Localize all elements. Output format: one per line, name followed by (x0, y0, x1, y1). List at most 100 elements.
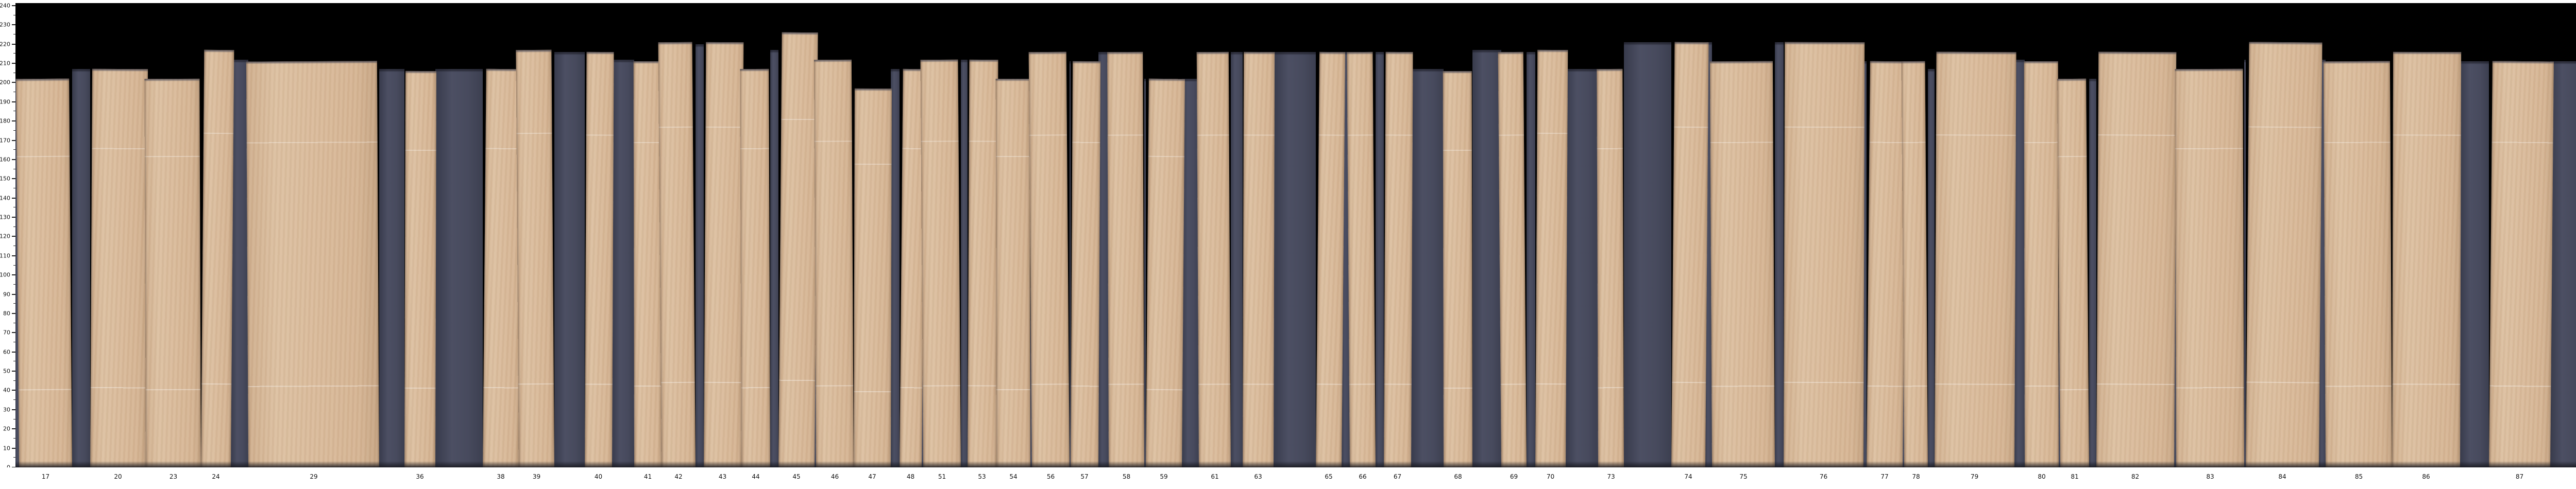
y-axis-tick (12, 5, 15, 6)
y-axis-tick (13, 265, 15, 266)
y-axis-tick (13, 457, 15, 458)
y-axis-tick (12, 447, 15, 449)
y-axis-tick (13, 303, 15, 304)
y-tick-label: 80 (3, 310, 10, 317)
book-spine-bar (16, 78, 72, 467)
y-tick-label: 120 (0, 233, 10, 240)
x-tick-label: 47 (868, 473, 876, 480)
x-tick-label: 38 (497, 473, 505, 480)
x-tick-label: 44 (752, 473, 760, 480)
y-axis-tick (13, 226, 15, 227)
y-axis-tick (13, 284, 15, 285)
x-tick-label: 76 (1819, 473, 1828, 480)
y-axis-tick (12, 332, 15, 334)
y-tick-label: 180 (0, 117, 10, 125)
book-spine-bar (1901, 61, 1928, 467)
x-tick-label: 42 (674, 473, 683, 480)
shelf-gap (1928, 69, 1935, 467)
y-tick-label: 240 (0, 2, 10, 9)
y-axis-tick (12, 255, 15, 256)
x-tick-label: 57 (1080, 473, 1089, 480)
shelf-gap (379, 69, 404, 467)
book-spine-bar (2489, 61, 2554, 467)
y-tick-label: 210 (0, 60, 10, 67)
y-axis-tick (12, 159, 15, 160)
x-tick-label: 20 (114, 473, 122, 480)
y-tick-label: 90 (3, 291, 10, 298)
x-tick-label: 65 (1325, 473, 1333, 480)
book-spine-bar (854, 88, 892, 467)
y-axis-tick (12, 312, 15, 314)
y-axis-tick (13, 53, 15, 54)
shelf-gap (1411, 69, 1444, 467)
shelf-gap (1144, 78, 1146, 467)
x-tick-label: 80 (2038, 473, 2046, 480)
book-spine-bar (1597, 69, 1624, 467)
y-tick-label: 200 (0, 79, 10, 86)
x-tick-label: 24 (212, 473, 220, 480)
y-axis-tick (12, 390, 15, 391)
shelf-gap (2460, 61, 2489, 467)
y-axis-tick (12, 139, 15, 141)
y-axis-tick (13, 418, 15, 420)
shelf-gap (1863, 61, 1867, 467)
y-axis-tick (13, 130, 15, 131)
y-axis-tick (12, 63, 15, 64)
y-axis: 0102030405060708090100110120130140150160… (0, 2, 15, 470)
x-tick-label: 87 (2515, 473, 2524, 480)
y-tick-label: 50 (3, 368, 10, 375)
y-axis-tick (12, 101, 15, 102)
shelf-gap (1376, 51, 1384, 467)
book-spine-bar (1867, 61, 1906, 467)
y-tick-label: 70 (3, 329, 10, 336)
y-axis-tick (12, 236, 15, 237)
shelf-gap (961, 59, 968, 467)
x-tick-label: 61 (1211, 473, 1219, 480)
book-spine-bar (1384, 51, 1413, 467)
shelf-gap (1527, 51, 1535, 467)
y-axis-tick (12, 43, 15, 45)
book-spine-bar (1784, 42, 1865, 467)
x-tick-label: 67 (1393, 473, 1402, 480)
book-spine-bar (740, 69, 770, 467)
x-tick-label: 70 (1546, 473, 1555, 480)
y-axis-tick (12, 371, 15, 372)
book-spine-bar (90, 68, 148, 467)
book-spine-bar (1709, 61, 1775, 467)
shelf-gap (2089, 78, 2096, 467)
book-spine-bar (404, 71, 437, 467)
book-spine-bar (704, 42, 744, 467)
book-spine-bar (1498, 51, 1527, 467)
book-spine-bar (2323, 61, 2392, 467)
book-spine-bar (585, 51, 614, 467)
book-spine-bar (1028, 51, 1070, 467)
shelf-gap (770, 49, 778, 467)
x-tick-label: 63 (1254, 473, 1262, 480)
y-axis-tick (12, 178, 15, 180)
book-spine-bar (920, 59, 961, 467)
x-tick-label: 58 (1122, 473, 1131, 480)
book-spine-bar (144, 78, 201, 467)
book-spine-bar (814, 59, 854, 467)
book-spine-bar (2246, 42, 2323, 467)
x-tick-label: 81 (2071, 473, 2079, 480)
book-spine-bar (1935, 51, 2016, 467)
x-tick-label: 43 (718, 473, 727, 480)
y-axis-tick (12, 351, 15, 353)
y-tick-label: 40 (3, 387, 10, 394)
book-spine-bar (2096, 51, 2177, 467)
x-tick-label: 82 (2131, 473, 2140, 480)
book-spine-bar (1443, 71, 1472, 467)
shelf-gap (554, 51, 585, 467)
shelf-gap (2244, 59, 2246, 467)
y-axis-tick (12, 24, 15, 26)
x-tick-label: 36 (416, 473, 424, 480)
x-tick-label: 79 (1970, 473, 1979, 480)
x-tick-label: 39 (532, 473, 541, 480)
shelf-gap (1472, 49, 1501, 467)
book-spine-bar (995, 78, 1030, 467)
y-tick-label: 230 (0, 21, 10, 28)
x-tick-label: 68 (1454, 473, 1462, 480)
y-tick-label: 190 (0, 98, 10, 106)
book-spine-bar (1347, 51, 1376, 467)
